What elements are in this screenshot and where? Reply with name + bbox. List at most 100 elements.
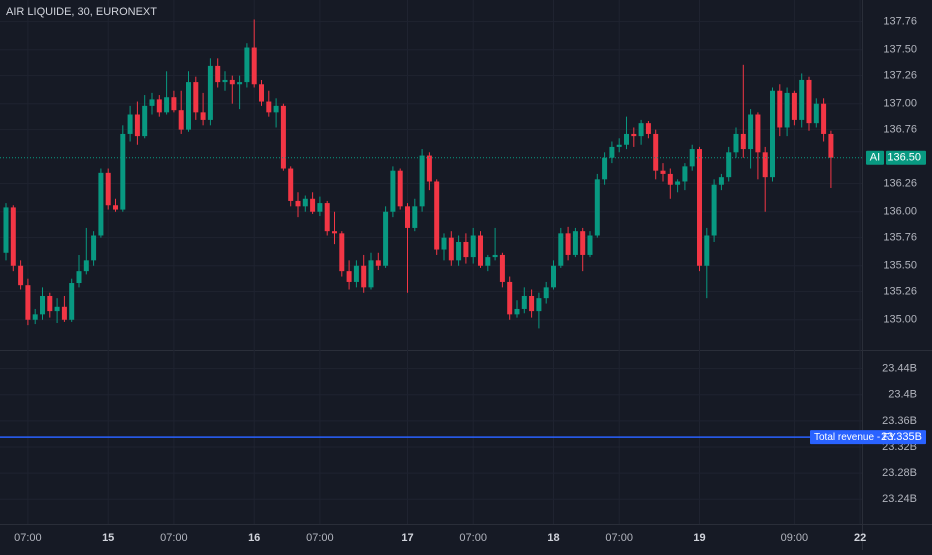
candle-body [616,144,622,147]
candle-body [310,198,316,212]
y-tick-label: 137.76 [883,16,917,28]
candle-body [704,235,710,266]
y-tick-label: 23.36B [882,415,917,427]
candle-body [470,235,476,258]
candle-body [463,241,469,258]
candle-body [412,206,418,228]
candle-body [660,170,666,174]
candle-body [91,235,97,261]
axis-labels: 07:00 15 07:00 16 07:00 17 07:00 18 07:00 19 09:00… [14,16,926,544]
candle-body [675,181,681,185]
y-tick-label: 135.26 [883,286,917,298]
candle-body [105,172,111,206]
candle-body [302,198,308,207]
x-tick-label: 15 [102,532,114,544]
candle-body [543,287,549,299]
chart-title: AIR LIQUIDE, 30, EURONEXT [6,6,157,18]
y-tick-label: 137.50 [883,44,917,56]
y-tick-label: 136.26 [883,178,917,190]
candle-body [18,265,24,286]
candle-body [317,203,323,212]
candle-body [821,103,827,134]
x-tick-label: 07:00 [605,532,633,544]
candle-body [507,281,513,315]
candle-body [434,181,440,250]
candle-body [558,233,564,266]
y-tick-label: 23.44B [882,363,917,375]
candle-body [127,114,133,134]
candle-body [499,254,505,282]
candle-body [193,82,199,113]
candle-body [536,298,542,312]
candle-body [368,260,374,288]
candle-body [711,184,717,236]
candle-body [164,97,170,113]
x-tick-label: 22 [854,532,866,544]
y-tick-label: 137.26 [883,70,917,82]
x-tick-label: 07:00 [14,532,42,544]
candle-body [156,99,162,113]
x-tick-label: 07:00 [306,532,334,544]
candle-body [186,82,191,130]
candle-body [47,295,53,312]
candle-body [521,295,527,309]
last-price-badge [886,150,926,165]
candle-body [339,233,345,272]
candle-body [134,114,140,137]
candle-body [69,283,75,320]
candle-body [799,79,805,120]
candle-body [733,133,739,153]
candle-body [397,170,403,207]
candle-body [353,265,359,282]
candle-body [295,200,301,207]
candle-body [280,105,286,169]
y-tick-label: 135.50 [883,260,917,272]
candle-body [594,179,600,236]
candle-body [32,314,38,320]
candle-body [770,90,775,178]
y-tick-label: 135.76 [883,232,917,244]
candle-body [346,271,352,282]
candle-body [222,79,228,83]
candle-body [697,149,702,266]
candle-body [76,271,82,284]
candle-body [98,172,104,236]
candle-body [784,92,790,128]
x-tick-label: 16 [248,532,260,544]
candle-body [682,166,688,182]
candle-body [237,82,243,85]
candle-body [514,308,520,315]
candle-body [10,207,16,266]
candle-body [142,105,148,137]
plot [0,19,862,438]
candle-body [572,231,578,255]
candle-body [441,237,447,250]
candle-body [3,207,9,253]
candle-body [777,90,783,128]
candle-body [529,295,535,312]
candle-body [288,168,294,201]
y-tick-label: 136.00 [883,206,917,218]
candle-body [580,231,586,255]
candle-body [689,149,695,167]
candle-body [448,237,454,261]
candle-body [324,203,330,232]
candle-body [149,99,155,106]
candle-body [215,65,221,83]
candle-body [828,133,834,158]
candle-body [485,257,491,266]
y-tick-label: 135.00 [883,314,917,326]
y-tick-label: 23.4B [888,389,917,401]
candle-body [587,235,593,255]
y-tick-label: 136.76 [883,124,917,136]
x-tick-label: 09:00 [781,532,809,544]
y-tick-label: 23.24B [882,493,917,505]
candle-body [54,306,60,312]
y-tick-label: 137.00 [883,98,917,110]
candle-body [259,84,264,102]
symbol-label: AI [870,152,880,164]
candle-body [83,260,89,272]
last-price-label: 136.50 [887,152,921,164]
